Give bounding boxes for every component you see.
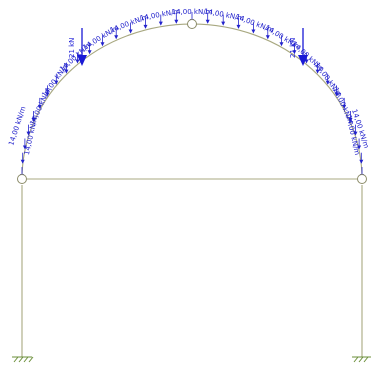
distributed-load-arrowhead [315, 69, 320, 74]
distributed-load-arrowhead [64, 69, 69, 74]
distributed-load-arrowhead [292, 50, 297, 55]
left-knee-hinge [17, 174, 27, 184]
point-load-right: 21 kN [289, 28, 308, 66]
distributed-load-arrowhead [265, 35, 270, 40]
distributed-load-arrowhead [359, 159, 364, 164]
distributed-load-arrowhead [348, 118, 353, 122]
distributed-load-arrowhead [221, 21, 226, 26]
distributed-load-arrowhead [22, 145, 27, 150]
distributed-load-arrowhead [325, 80, 330, 85]
distributed-load-arrowhead [353, 131, 358, 136]
distributed-load-arrowhead [37, 104, 42, 109]
crown-hinge [187, 19, 197, 29]
distributed-load-arrowhead [20, 159, 25, 164]
point-load-left-arrowhead [77, 55, 87, 66]
distributed-load-arrowhead [158, 21, 163, 26]
distributed-load-arrowhead [114, 35, 119, 40]
distributed-load-arrowhead [279, 42, 284, 47]
distributed-load-arrows [20, 12, 364, 178]
point-load-left-label: 21 kN [68, 38, 76, 58]
distributed-load-arrowhead [100, 42, 105, 47]
point-load-right-arrowhead [298, 55, 308, 66]
left-fixed-support [12, 356, 34, 363]
distributed-load-arrowhead [342, 104, 347, 109]
distributed-load-arrowhead [54, 80, 59, 85]
distributed-load-arrowhead [174, 19, 179, 24]
distributed-load-label: 14,00 kN/m [172, 8, 213, 16]
distributed-load-arrowhead [87, 50, 92, 55]
point-load-left: 21 kN [68, 28, 87, 66]
point-load-right-label: 21 kN [289, 38, 297, 58]
distributed-load-labels: 14,00 kN/m14,00 kN/m14,00 kN/m14,00 kN/m… [23, 7, 361, 156]
distributed-load-arrowhead [45, 92, 50, 97]
distributed-load-arrowhead [143, 24, 148, 29]
distributed-load-arrowhead [334, 92, 339, 97]
distributed-load-arrowhead [75, 59, 80, 64]
distributed-load-arrowhead [236, 24, 241, 29]
distributed-load-arrowhead [205, 19, 210, 24]
distributed-load-arrowhead [251, 29, 256, 34]
distributed-load-arrowhead [357, 145, 362, 150]
distributed-load-arrowhead [31, 118, 36, 122]
distributed-load-arrowhead [128, 29, 133, 34]
right-fixed-support [352, 356, 371, 363]
distributed-load-arrowhead [26, 131, 31, 136]
right-knee-hinge [357, 174, 367, 184]
